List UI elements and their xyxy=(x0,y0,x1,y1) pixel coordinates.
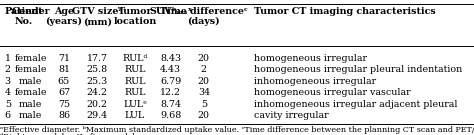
Text: 5: 5 xyxy=(5,100,11,109)
Text: 34: 34 xyxy=(198,88,210,97)
Text: Time differenceᶜ
(days): Time differenceᶜ (days) xyxy=(160,7,248,26)
Text: male: male xyxy=(19,111,43,120)
Text: 3: 3 xyxy=(5,77,11,86)
Text: 20.2: 20.2 xyxy=(87,100,108,109)
Text: Tumor
location: Tumor location xyxy=(113,7,157,26)
Text: 20: 20 xyxy=(198,111,210,120)
Text: 81: 81 xyxy=(58,65,70,75)
Text: 8.74: 8.74 xyxy=(160,100,181,109)
Text: 2: 2 xyxy=(201,65,207,75)
Text: 8.43: 8.43 xyxy=(160,54,181,63)
Text: 4.43: 4.43 xyxy=(160,65,181,75)
Text: homogeneous irregular pleural indentation: homogeneous irregular pleural indentatio… xyxy=(254,65,462,75)
Text: female: female xyxy=(15,54,47,63)
Text: RUL: RUL xyxy=(124,77,146,86)
Text: 2: 2 xyxy=(5,65,11,75)
Text: female: female xyxy=(15,88,47,97)
Text: 86: 86 xyxy=(58,111,70,120)
Text: ᵈRight upper lobe. ᵉLeft upper lobe.: ᵈRight upper lobe. ᵉLeft upper lobe. xyxy=(0,133,145,135)
Text: 9.68: 9.68 xyxy=(160,111,181,120)
Text: 20: 20 xyxy=(198,54,210,63)
Text: homogeneous irregular vascular: homogeneous irregular vascular xyxy=(254,88,410,97)
Text: 25.3: 25.3 xyxy=(87,77,108,86)
Text: inhomogeneous irregular: inhomogeneous irregular xyxy=(254,77,376,86)
Text: 29.4: 29.4 xyxy=(87,111,108,120)
Text: 24.2: 24.2 xyxy=(87,88,108,97)
Text: 65: 65 xyxy=(58,77,70,86)
Text: 75: 75 xyxy=(58,100,70,109)
Text: 5: 5 xyxy=(201,100,207,109)
Text: RULᵈ: RULᵈ xyxy=(122,54,148,63)
Text: RUL: RUL xyxy=(124,65,146,75)
Text: 17.7: 17.7 xyxy=(87,54,108,63)
Text: LULᵉ: LULᵉ xyxy=(123,100,147,109)
Text: Gender: Gender xyxy=(11,7,50,16)
Text: 1: 1 xyxy=(5,54,11,63)
Text: male: male xyxy=(19,77,43,86)
Text: Tumor CT imaging characteristics: Tumor CT imaging characteristics xyxy=(254,7,435,16)
Text: Patient
No.: Patient No. xyxy=(5,7,43,26)
Text: 6: 6 xyxy=(5,111,11,120)
Text: LUL: LUL xyxy=(125,111,145,120)
Text: 71: 71 xyxy=(58,54,70,63)
Text: cavity irregular: cavity irregular xyxy=(254,111,328,120)
Text: 4: 4 xyxy=(5,88,11,97)
Text: ᵃEffective diameter. ᵇMaximum standardized uptake value. ᶜTime difference betwee: ᵃEffective diameter. ᵇMaximum standardiz… xyxy=(0,126,474,134)
Text: 25.8: 25.8 xyxy=(87,65,108,75)
Text: 20: 20 xyxy=(198,77,210,86)
Text: 6.79: 6.79 xyxy=(160,77,181,86)
Text: SUVᵇₘₐˣ: SUVᵇₘₐˣ xyxy=(149,7,192,16)
Text: male: male xyxy=(19,100,43,109)
Text: 12.2: 12.2 xyxy=(160,88,181,97)
Text: inhomogeneous irregular adjacent pleural: inhomogeneous irregular adjacent pleural xyxy=(254,100,457,109)
Text: homogeneous irregular: homogeneous irregular xyxy=(254,54,366,63)
Text: female: female xyxy=(15,65,47,75)
Text: 67: 67 xyxy=(58,88,70,97)
Text: GTV sizeᵃ
(mm): GTV sizeᵃ (mm) xyxy=(72,7,123,26)
Text: RUL: RUL xyxy=(124,88,146,97)
Text: Age
(years): Age (years) xyxy=(46,7,82,26)
